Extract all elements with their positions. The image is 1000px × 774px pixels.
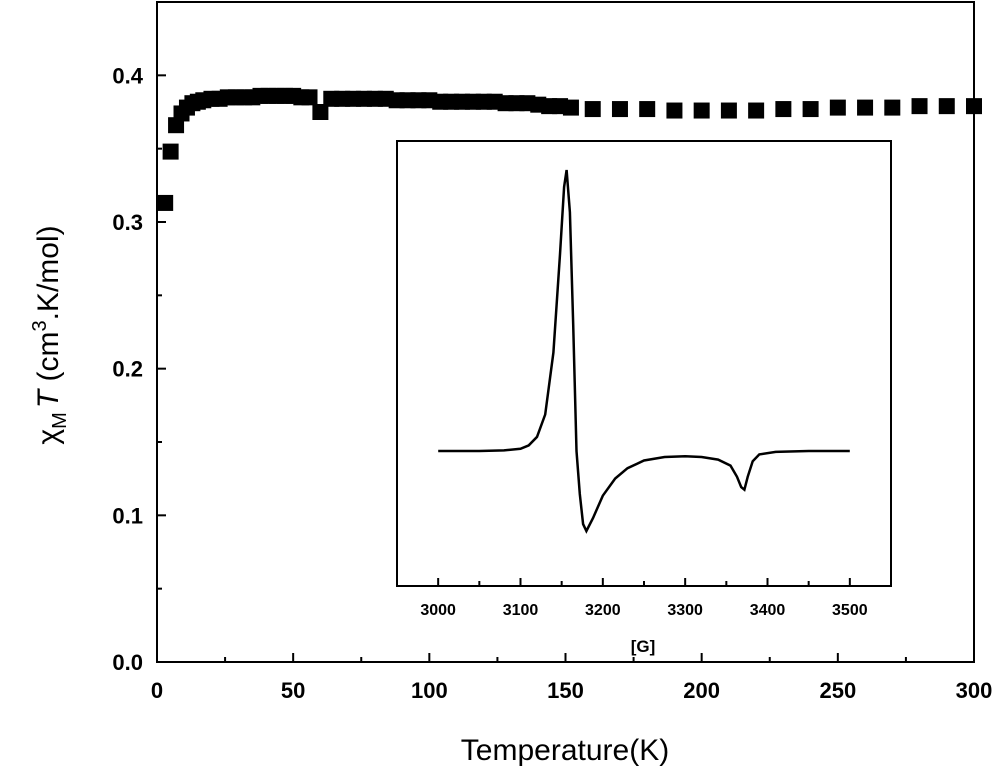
data-point [829, 99, 846, 116]
data-point [693, 102, 710, 119]
data-point [639, 101, 656, 118]
inset-x-axis: 3000 3100 3200 3300 3400 3500 [420, 578, 868, 619]
x-tick-label: 250 [819, 678, 856, 703]
main-data-series [157, 87, 982, 211]
x-tick-label: 0 [151, 678, 163, 703]
x-tick-label: 300 [956, 678, 993, 703]
y-axis-title: χMT (cm3.K/mol) [29, 225, 71, 444]
data-point [584, 101, 601, 118]
y-tick-label: 0.3 [112, 210, 143, 235]
data-point [802, 101, 819, 118]
y-tick-label: 0.2 [112, 357, 143, 382]
data-point [911, 98, 928, 115]
y-tick-label: 0.0 [112, 650, 143, 675]
inset-x-tick-label: 3300 [667, 602, 703, 619]
x-tick-label: 200 [683, 678, 720, 703]
data-point [157, 194, 174, 211]
inset-curve [438, 169, 850, 534]
data-point [666, 102, 683, 119]
x-tick-label: 150 [547, 678, 584, 703]
data-point [162, 143, 179, 160]
data-point [562, 99, 579, 116]
inset-x-axis-title: [G] [631, 637, 656, 656]
inset-plot-frame [396, 140, 892, 587]
x-tick-label: 50 [281, 678, 305, 703]
inset-x-tick-label: 3400 [750, 602, 786, 619]
data-point [720, 102, 737, 119]
y-tick-label: 0.1 [112, 503, 143, 528]
x-tick-label: 100 [411, 678, 448, 703]
data-point [938, 98, 955, 115]
x-axis-title: Temperature(K) [461, 734, 669, 767]
inset-x-tick-label: 3200 [585, 602, 621, 619]
y-axis-title-T: T [32, 387, 65, 408]
y-axis-title-subscript: M [49, 412, 71, 429]
data-point [966, 98, 982, 115]
data-point [775, 101, 792, 118]
main-y-axis: 0.0 0.1 0.2 0.3 0.4 [112, 1, 166, 675]
data-point [857, 99, 874, 116]
data-point [611, 101, 628, 118]
y-axis-title-superscript: 3 [29, 320, 51, 331]
inset-x-tick-label: 3000 [420, 602, 456, 619]
main-plot: 0 50 100 150 200 250 300 0.0 0.1 0.2 0.3 0.4 Tempe… [29, 1, 992, 767]
main-x-axis: 0 50 100 150 200 250 300 [151, 653, 992, 703]
inset-x-tick-label: 3100 [503, 602, 539, 619]
data-point [748, 102, 765, 119]
y-axis-title-unit-pre: (cm [32, 332, 65, 390]
inset-x-tick-label: 3500 [832, 602, 868, 619]
y-axis-title-unit-post: .K/mol) [32, 225, 65, 320]
y-tick-label: 0.4 [112, 63, 143, 88]
data-point [312, 104, 329, 120]
data-point [884, 99, 901, 116]
y-axis-title-chi: χ [32, 429, 65, 445]
inset-plot: 3000 3100 3200 3300 3400 3500 [G] [396, 140, 892, 656]
data-point [301, 89, 318, 106]
